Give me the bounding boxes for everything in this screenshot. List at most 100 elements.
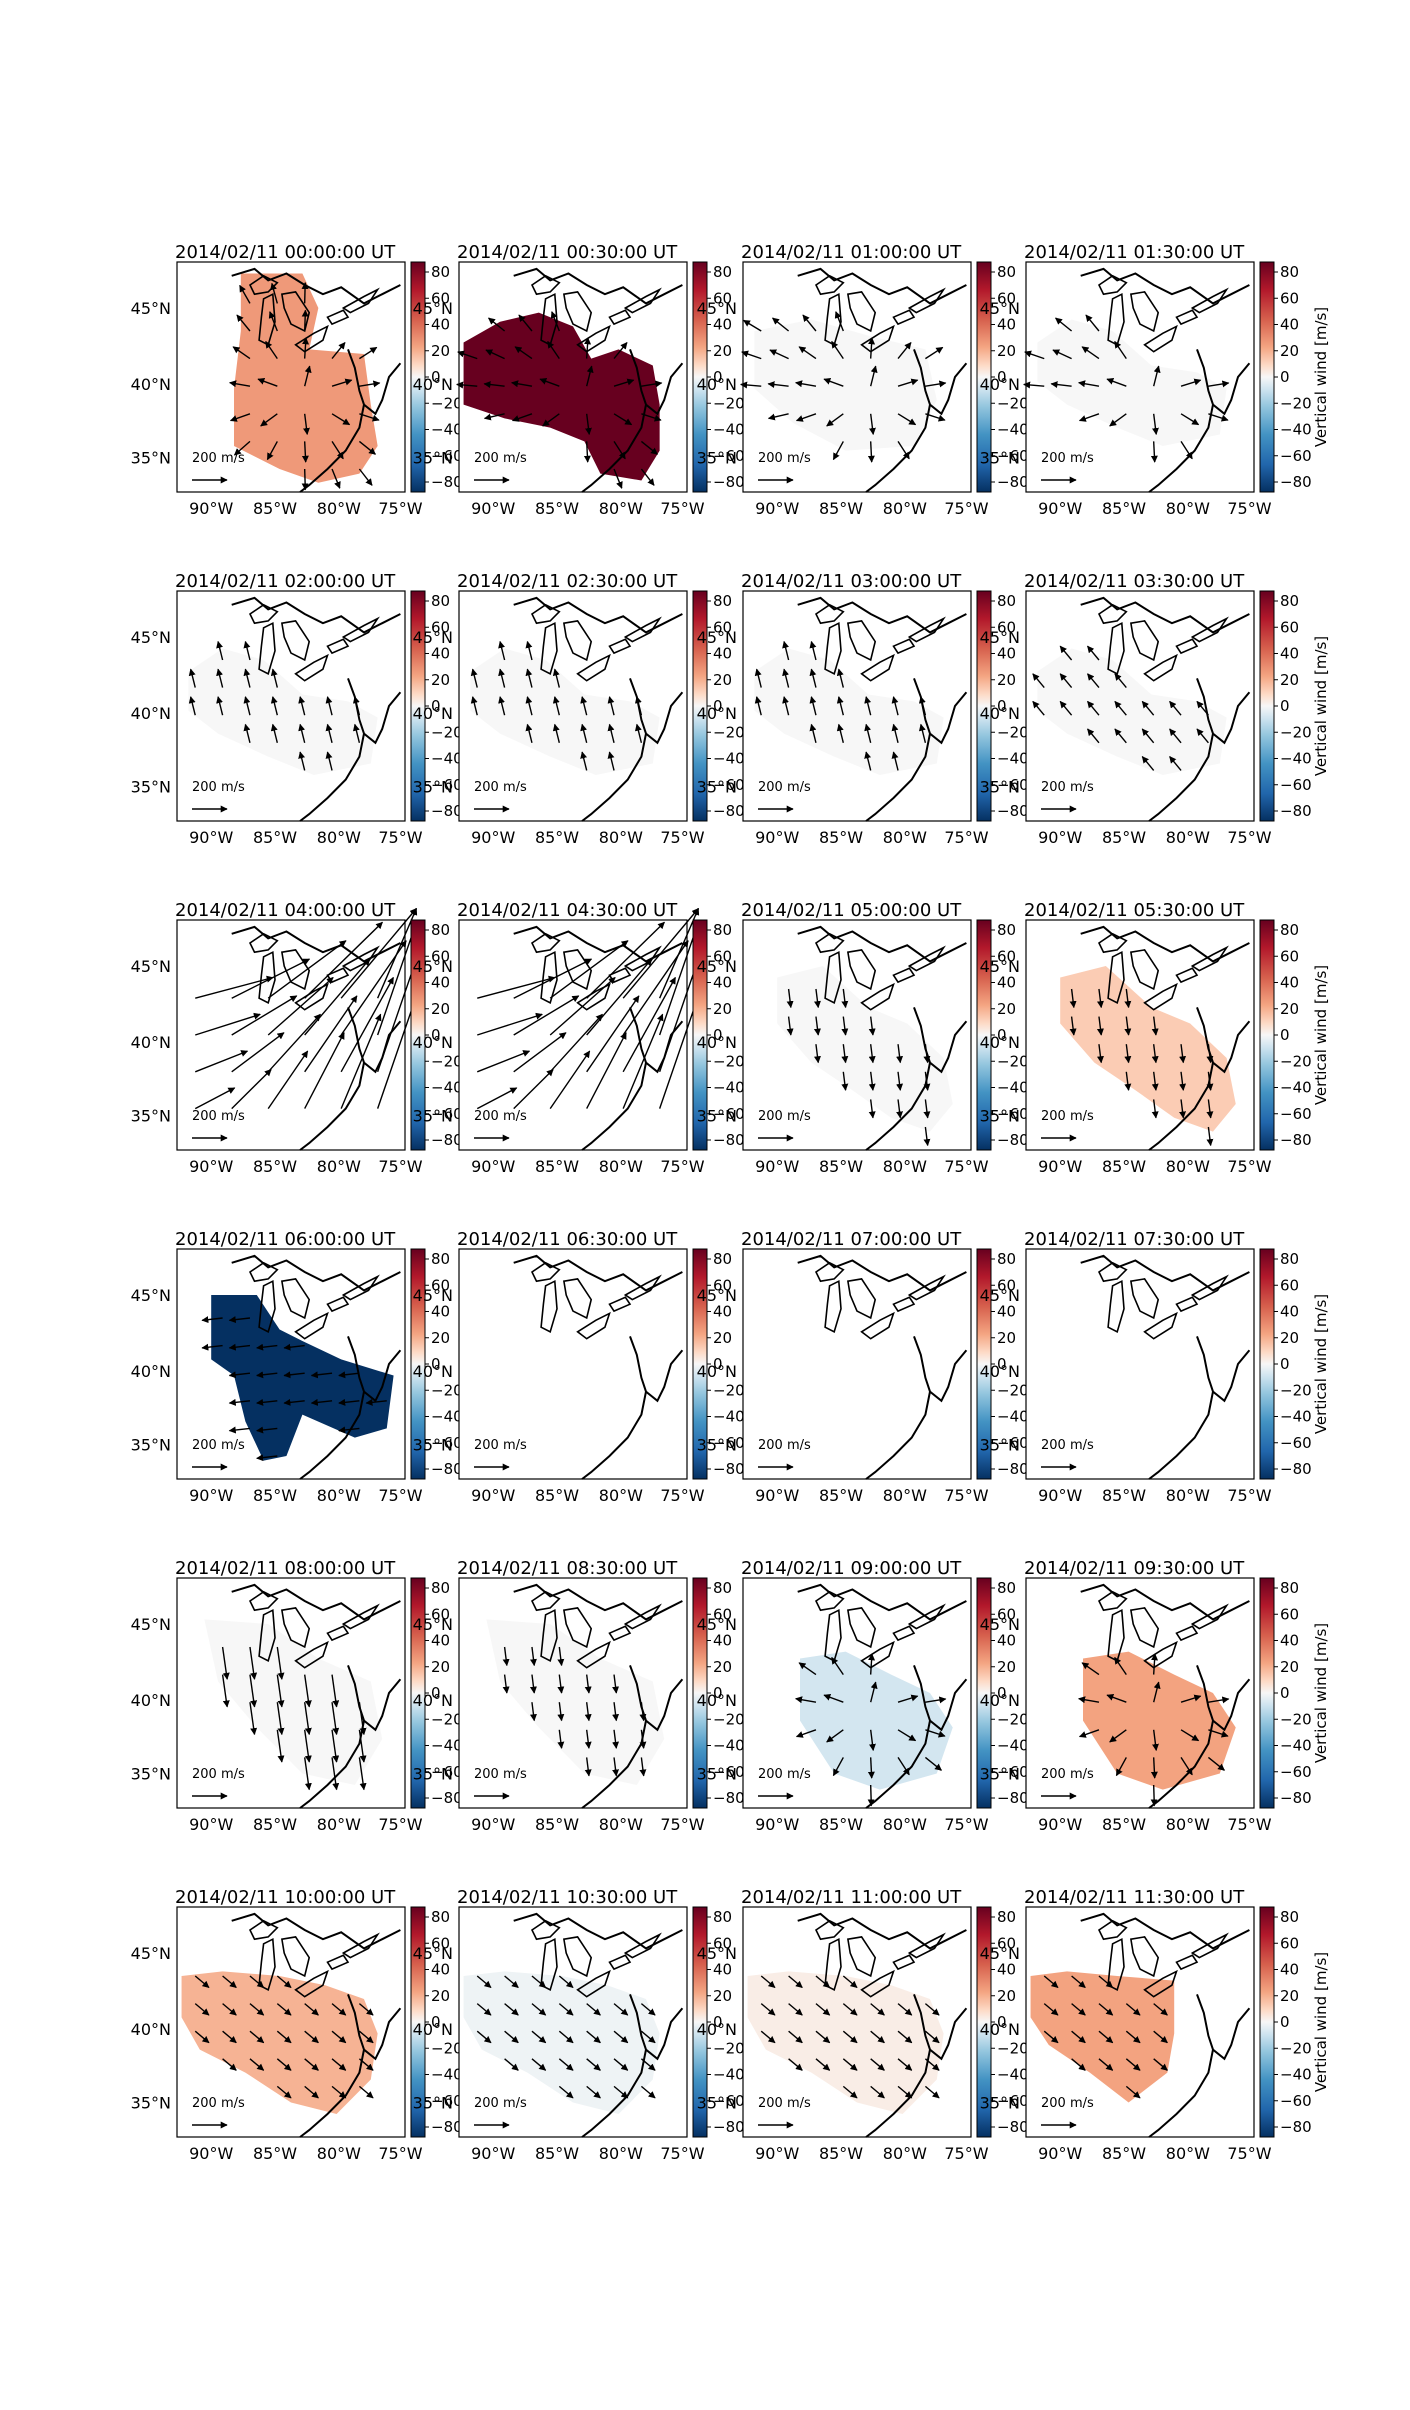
colorbar-tick-label: −80: [431, 2118, 463, 2136]
colorbar-tick-label: 0: [431, 368, 441, 386]
colorbar-tick-label: −20: [1280, 1381, 1312, 1399]
panel-title: 2014/02/11 01:00:00 UT: [741, 242, 962, 263]
wind-vector: [331, 441, 344, 460]
map-panel: 2014/02/11 00:30:00 UT 200 m/s 45°N 40°N 35°…: [413, 242, 745, 518]
wind-vector: [836, 668, 844, 688]
colorbar-tick-label: 0: [997, 368, 1007, 386]
panel-frame: [458, 1577, 688, 1809]
colorbar-tick-label: −60: [713, 2092, 745, 2110]
lon-tick-label: 75°W: [944, 499, 988, 518]
lake-outline: [1143, 982, 1178, 1011]
wind-vector: [583, 441, 591, 463]
lat-tick-label: 40°N: [413, 2020, 453, 2039]
lake-outline: [258, 621, 276, 675]
colorbar-tick-label: 80: [713, 921, 732, 939]
lon-tick-label: 85°W: [535, 499, 579, 518]
wind-vector: [502, 1646, 510, 1667]
wind-vector: [798, 1662, 817, 1676]
wind-vector: [834, 311, 844, 332]
map-panel: 2014/02/11 02:00:00 UT 200 m/s 45°N 40°N 35°…: [131, 571, 463, 847]
wind-vector: [531, 2058, 547, 2071]
colorbar-tick-label: −60: [431, 1434, 463, 1452]
lake-outline: [1175, 1954, 1199, 1971]
lake-outline: [1175, 309, 1199, 326]
wind-vector: [795, 413, 817, 422]
wind-vector: [557, 1646, 565, 1667]
lake-outline: [860, 982, 895, 1011]
wind-vector: [1151, 1653, 1159, 1675]
lon-tick-label: 85°W: [253, 499, 297, 518]
lake-outline: [562, 1278, 593, 1320]
scale-label: 200 m/s: [192, 780, 245, 795]
wind-vector: [891, 751, 899, 771]
wind-vector: [558, 2030, 574, 2044]
colorbar-tick-label: 60: [713, 947, 732, 965]
lake-outline: [326, 1296, 350, 1313]
panel-frame: [742, 1906, 972, 2138]
wind-vector: [539, 378, 560, 387]
wind-vector: [1043, 2030, 1059, 2044]
lon-tick-label: 75°W: [1227, 1815, 1271, 1834]
colorbar-tick-label: −80: [431, 1460, 463, 1478]
lake-outline: [248, 1919, 279, 1941]
lake-outline: [1190, 1932, 1229, 1959]
lon-tick-label: 80°W: [883, 499, 927, 518]
wind-vector: [740, 381, 762, 389]
lon-tick-label: 80°W: [1166, 828, 1210, 847]
lake-outline: [860, 1969, 895, 1998]
colorbar-tick-label: 20: [713, 342, 732, 360]
wind-vector: [229, 413, 251, 422]
colorbar-tick-label: 20: [997, 1987, 1016, 2005]
colorbar-tick-label: 60: [713, 1276, 732, 1294]
wind-vector: [1032, 673, 1045, 689]
colorbar-tick-label: −60: [713, 1763, 745, 1781]
wind-vector: [613, 341, 628, 360]
wind-vector: [558, 2085, 574, 2099]
wind-vector: [891, 723, 899, 743]
lake-outline: [562, 1607, 593, 1649]
wind-vector: [194, 1050, 249, 1073]
wind-vector: [358, 468, 373, 486]
wind-vector: [782, 668, 790, 688]
lake-outline: [1143, 1640, 1178, 1669]
wind-vector: [276, 2085, 292, 2099]
wind-vector: [580, 696, 588, 716]
wind-vector: [338, 1426, 360, 1434]
lon-tick-label: 90°W: [189, 2144, 233, 2163]
wind-vector: [513, 995, 580, 1036]
wind-vector: [304, 958, 371, 1036]
wind-vector: [1124, 1016, 1132, 1036]
colorbar-tick-label: 0: [997, 1355, 1007, 1373]
wind-vector: [1098, 2058, 1114, 2071]
map-panel: 2014/02/11 10:00:00 UT 200 m/s 45°N 40°N 35°…: [131, 1887, 463, 2163]
colorbar-tick-label: −40: [713, 1079, 745, 1097]
colorbar-tick-label: −40: [997, 1079, 1029, 1097]
lake-outline: [326, 1625, 350, 1642]
wind-vector: [870, 2085, 885, 2099]
colorbar-tick-label: −80: [997, 1131, 1029, 1149]
colorbar-tick-label: −20: [997, 2039, 1029, 2057]
lake-outline: [1190, 616, 1229, 643]
wind-vector: [841, 988, 849, 1009]
lat-tick-label: 40°N: [980, 2020, 1020, 2039]
wind-vector: [256, 1398, 278, 1406]
colorbar-tick-label: 40: [997, 1632, 1016, 1650]
coastline: [231, 925, 402, 1151]
lon-tick-label: 90°W: [755, 1157, 799, 1176]
wind-vector: [331, 1702, 340, 1736]
lake-outline: [1129, 1936, 1160, 1978]
wind-vector: [613, 2030, 629, 2044]
wind-vector: [1124, 988, 1132, 1009]
wind-vector: [558, 2058, 574, 2071]
lat-tick-label: 35°N: [131, 449, 171, 468]
colorbar-tick-label: 0: [713, 1684, 723, 1702]
wind-vector: [580, 723, 588, 743]
lake-outline: [907, 616, 946, 643]
wind-vector: [639, 1702, 647, 1722]
colorbar-label: Vertical wind [m/s]: [1312, 307, 1330, 447]
wind-vector: [586, 1032, 627, 1109]
wind-vector: [331, 378, 353, 387]
colorbar-label: Vertical wind [m/s]: [1312, 1623, 1330, 1763]
wind-vector: [529, 1702, 537, 1722]
lon-tick-label: 80°W: [599, 2144, 643, 2163]
